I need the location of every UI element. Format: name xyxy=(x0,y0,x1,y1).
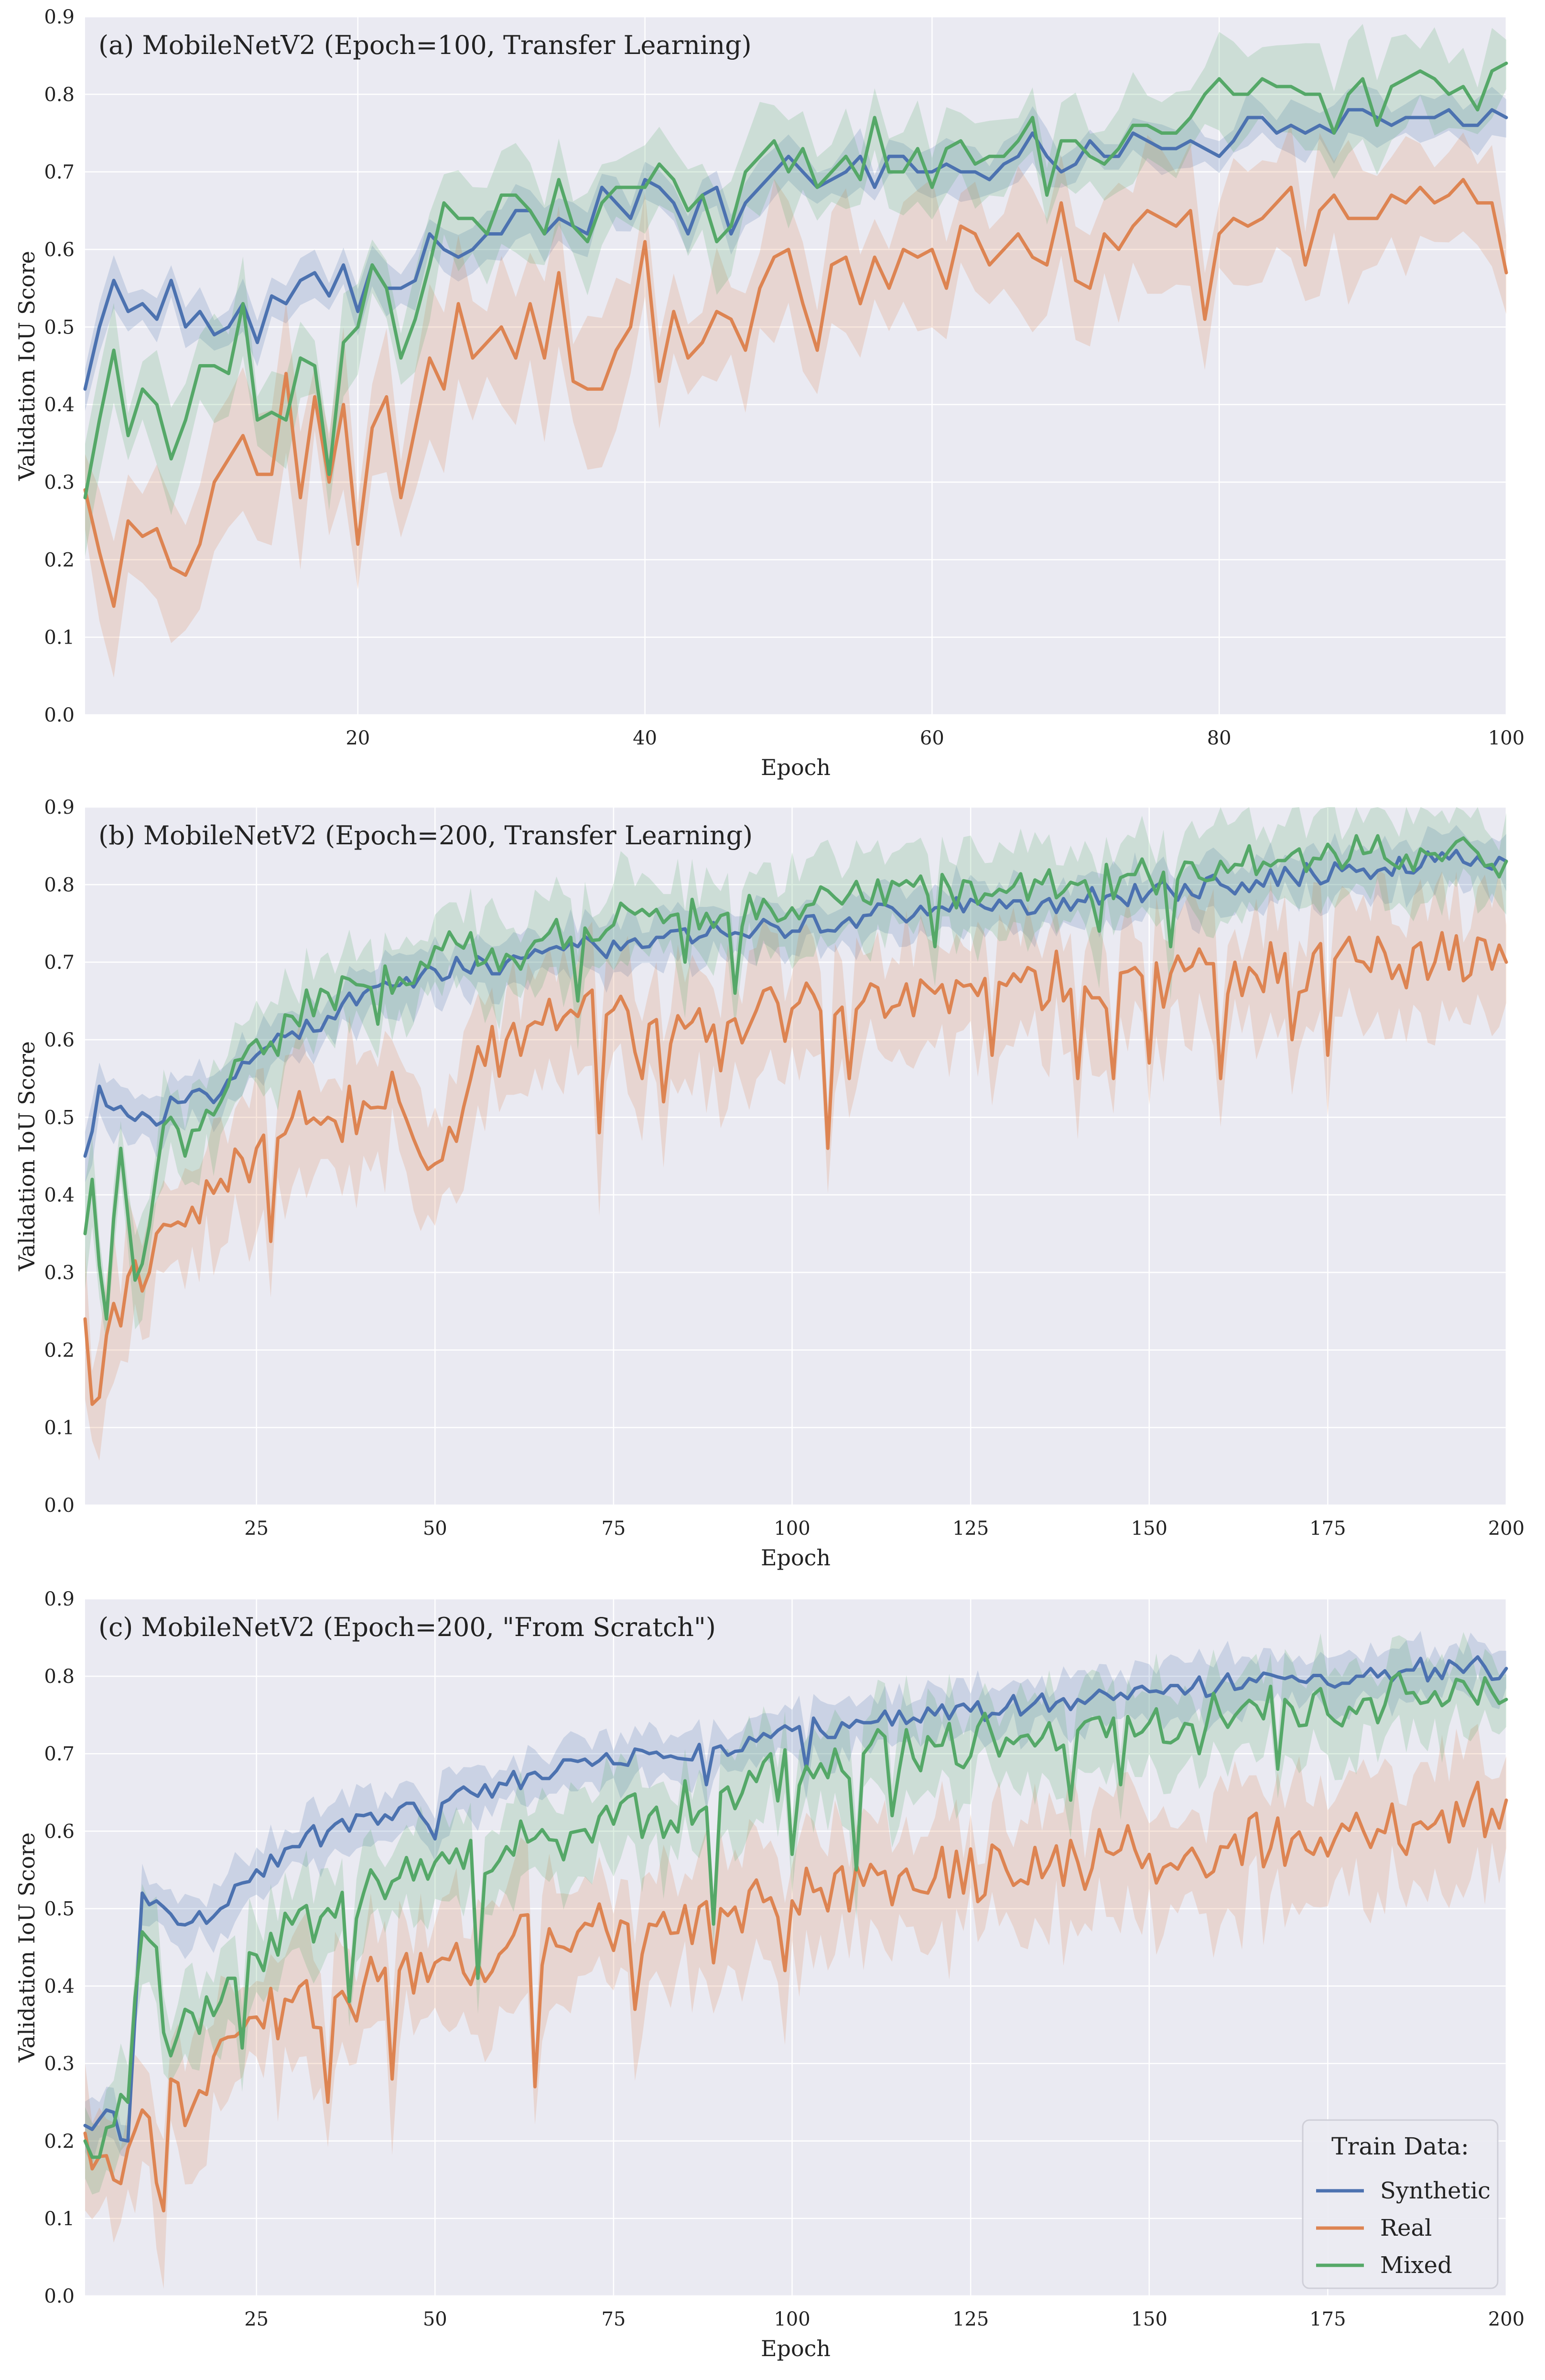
legend-title: Train Data: xyxy=(1331,2132,1469,2160)
x-tick-label: 60 xyxy=(920,727,944,749)
y-tick-label: 0.6 xyxy=(44,1029,75,1051)
y-tick-label: 0.9 xyxy=(44,1588,75,1610)
y-tick-label: 0.0 xyxy=(44,704,75,726)
legend-box xyxy=(1302,2119,1499,2289)
y-tick-label: 0.4 xyxy=(44,394,75,416)
y-tick-label: 0.3 xyxy=(44,472,75,494)
legend-label-real: Real xyxy=(1380,2215,1432,2241)
band-synthetic xyxy=(85,85,1506,411)
x-tick-label: 200 xyxy=(1488,2308,1524,2330)
y-tick-label: 0.5 xyxy=(44,316,75,338)
x-tick-label: 125 xyxy=(952,1518,989,1540)
chart-title: (c) MobileNetV2 (Epoch=200, "From Scratc… xyxy=(98,1612,716,1642)
plot-area xyxy=(85,17,1506,715)
x-tick-label: 100 xyxy=(1488,727,1524,749)
x-tick-label: 175 xyxy=(1309,1518,1346,1540)
x-tick-label: 75 xyxy=(601,1518,626,1540)
series-line-synthetic xyxy=(83,1655,1508,2143)
y-tick-label: 0.9 xyxy=(44,6,75,28)
y-tick-label: 0.4 xyxy=(44,1976,75,1998)
series-line-real xyxy=(83,1780,1508,2213)
chart-panel-a: 0.0 0.1 0.2 0.3 0.4 0.5 0.6 0.7 0.8 0.9 20 40 60 80 10… xyxy=(14,6,1524,780)
x-tick-label: 25 xyxy=(244,1518,269,1540)
x-tick-label: 40 xyxy=(633,727,657,749)
chart-title: (b) MobileNetV2 (Epoch=200, Transfer Lea… xyxy=(98,820,753,851)
chart-title: (a) MobileNetV2 (Epoch=100, Transfer Lea… xyxy=(98,30,752,60)
y-tick-label: 0.6 xyxy=(44,239,75,261)
y-tick-label: 0.8 xyxy=(44,84,75,106)
x-tick-label: 100 xyxy=(774,1518,810,1540)
chart-panel-c: 0.0 0.1 0.2 0.3 0.4 0.5 0.6 0.7 0.8 0.9 25 50 75 100 1… xyxy=(14,1588,1524,2361)
y-axis-label: Validation IoU Score xyxy=(14,1832,40,2063)
y-axis-label: Validation IoU Score xyxy=(14,1041,40,1271)
x-axis-label: Epoch xyxy=(761,2336,831,2361)
y-tick-label: 0.1 xyxy=(44,1417,75,1439)
x-tick-label: 80 xyxy=(1207,727,1232,749)
x-tick-label: 20 xyxy=(346,727,370,749)
y-tick-label: 0.3 xyxy=(44,2053,75,2075)
legend: Train Data: Synthetic Real Mixed xyxy=(1302,2119,1499,2289)
series-line-synthetic xyxy=(83,849,1508,1158)
x-tick-label: 50 xyxy=(423,2308,447,2330)
series-line-mixed xyxy=(83,834,1508,1321)
y-tick-label: 0.2 xyxy=(44,1339,75,1361)
band-synthetic xyxy=(85,1631,1506,2165)
y-tick-label: 0.1 xyxy=(44,627,75,649)
x-tick-label: 25 xyxy=(244,2308,269,2330)
band-synthetic xyxy=(85,825,1506,1183)
y-tick-label: 0.4 xyxy=(44,1185,75,1206)
y-tick-label: 0.0 xyxy=(44,1495,75,1517)
y-tick-label: 0.7 xyxy=(44,952,75,974)
y-tick-label: 0.7 xyxy=(44,1743,75,1765)
y-tick-label: 0.7 xyxy=(44,162,75,183)
band-mixed xyxy=(85,807,1506,1344)
y-tick-label: 0.0 xyxy=(44,2285,75,2307)
y-tick-label: 0.8 xyxy=(44,1666,75,1688)
band-mixed xyxy=(85,24,1506,557)
chart-panel-b: 0.0 0.1 0.2 0.3 0.4 0.5 0.6 0.7 0.8 0.9 25 50 75 100 1… xyxy=(14,797,1524,1571)
x-tick-label: 150 xyxy=(1131,1518,1167,1540)
y-tick-label: 0.2 xyxy=(44,549,75,571)
y-axis-label: Validation IoU Score xyxy=(14,251,40,481)
plot-area xyxy=(85,807,1506,1505)
y-tick-label: 0.5 xyxy=(44,1107,75,1129)
x-tick-label: 200 xyxy=(1488,1518,1524,1540)
legend-label-mixed: Mixed xyxy=(1380,2252,1452,2279)
y-tick-label: 0.2 xyxy=(44,2131,75,2153)
x-axis-label: Epoch xyxy=(761,754,831,780)
x-tick-label: 125 xyxy=(952,2308,989,2330)
series-line-synthetic xyxy=(83,108,1508,391)
series-line-real xyxy=(83,931,1508,1406)
x-tick-label: 175 xyxy=(1309,2308,1346,2330)
y-tick-label: 0.6 xyxy=(44,1820,75,1842)
series-line-real xyxy=(83,178,1508,608)
x-axis-label: Epoch xyxy=(761,1545,831,1571)
y-tick-label: 0.9 xyxy=(44,797,75,818)
band-mixed xyxy=(85,1632,1506,2195)
x-tick-label: 100 xyxy=(774,2308,810,2330)
band-real xyxy=(85,123,1506,678)
series-line-mixed xyxy=(83,61,1508,499)
series-line-mixed xyxy=(83,1671,1508,2159)
plot-area xyxy=(85,1599,1506,2296)
x-tick-label: 150 xyxy=(1131,2308,1167,2330)
y-tick-label: 0.3 xyxy=(44,1262,75,1284)
y-tick-label: 0.5 xyxy=(44,1898,75,1920)
x-tick-label: 50 xyxy=(423,1518,447,1540)
y-tick-label: 0.8 xyxy=(44,874,75,896)
y-tick-label: 0.1 xyxy=(44,2208,75,2230)
legend-label-synthetic: Synthetic xyxy=(1380,2177,1491,2204)
x-tick-label: 75 xyxy=(601,2308,626,2330)
